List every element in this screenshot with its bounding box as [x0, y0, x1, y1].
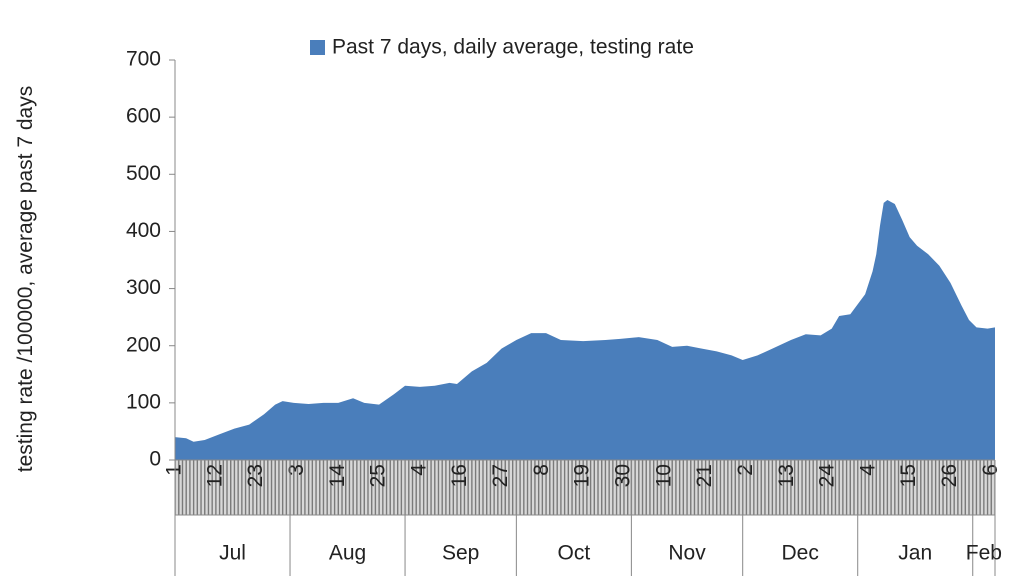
- x-tick-label: 21: [693, 464, 716, 487]
- month-label: Sep: [442, 542, 479, 565]
- month-label: Jan: [898, 542, 932, 565]
- x-tick-label: 2: [734, 464, 757, 476]
- day-tick-band: [175, 460, 995, 515]
- x-tick-label: 12: [203, 464, 226, 487]
- legend-swatch: [310, 40, 325, 55]
- x-tick-label: 27: [489, 464, 512, 487]
- x-tick-label: 1: [163, 464, 186, 476]
- x-tick-label: 26: [938, 464, 961, 487]
- month-label: Nov: [668, 542, 706, 565]
- month-label: Dec: [782, 542, 819, 565]
- x-tick-label: 16: [448, 464, 471, 487]
- x-tick-label: 4: [856, 464, 879, 476]
- y-tick-label: 500: [126, 162, 161, 185]
- legend-label: Past 7 days, daily average, testing rate: [332, 36, 694, 59]
- y-tick-label: 600: [126, 105, 161, 128]
- y-tick-label: 700: [126, 48, 161, 71]
- x-tick-label: 6: [979, 464, 1002, 476]
- x-tick-label: 3: [285, 464, 308, 476]
- x-tick-label: 25: [367, 464, 390, 487]
- x-tick-label: 23: [244, 464, 267, 487]
- x-tick-label: 30: [612, 464, 635, 487]
- x-tick-label: 4: [407, 464, 430, 476]
- y-tick-label: 100: [126, 390, 161, 413]
- x-tick-label: 8: [530, 464, 553, 476]
- x-tick-label: 14: [326, 464, 349, 488]
- area: [175, 200, 995, 460]
- month-label: Jul: [219, 542, 246, 565]
- x-tick-label: 13: [775, 464, 798, 487]
- month-label: Aug: [329, 542, 366, 565]
- x-tick-label: 15: [897, 464, 920, 487]
- x-tick-label: 10: [652, 464, 675, 487]
- x-tick-label: 24: [816, 464, 839, 488]
- y-axis-title: testing rate /100000, average past 7 day…: [14, 85, 37, 473]
- x-tick-label: 19: [571, 464, 594, 487]
- y-tick-label: 0: [149, 448, 161, 471]
- month-label: Oct: [558, 542, 591, 565]
- y-tick-label: 300: [126, 276, 161, 299]
- y-tick-label: 200: [126, 333, 161, 356]
- y-tick-label: 400: [126, 219, 161, 242]
- month-label: Feb: [966, 542, 1002, 565]
